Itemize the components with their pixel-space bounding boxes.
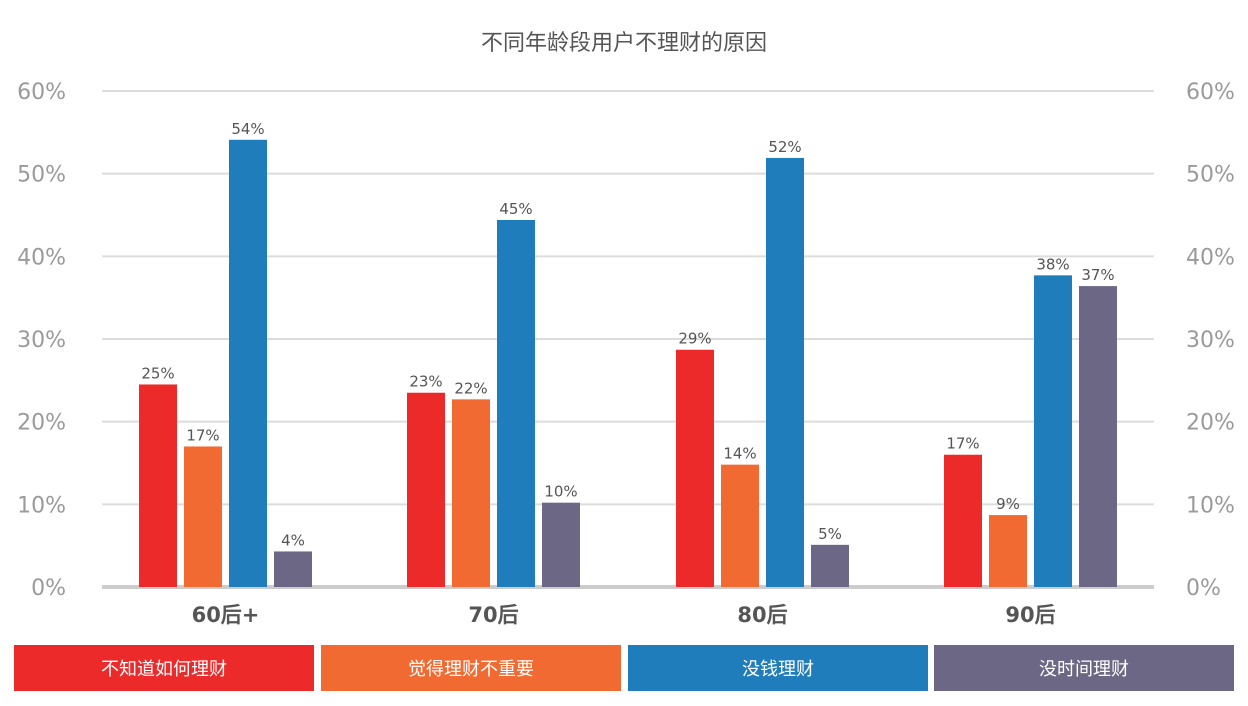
x-category-label: 90后 [1005,603,1055,627]
data-label: 5% [818,525,842,543]
bar [676,349,714,587]
data-label: 52% [768,138,801,156]
data-label: 38% [1036,255,1069,273]
bar [721,464,759,587]
data-label: 25% [141,364,174,382]
legend-swatch [934,645,1234,691]
legend-swatch [321,645,621,691]
x-category-label: 60后+ [192,603,260,627]
y-tick-label-right: 10% [1186,493,1235,518]
bar [989,515,1027,587]
y-tick-label-right: 30% [1186,328,1235,353]
bar [766,157,804,587]
bar [229,139,267,588]
legend: 不知道如何理财 觉得理财不重要 没钱理财 没时间理财 [14,645,1234,691]
data-label: 4% [281,531,305,549]
bar [274,551,312,587]
y-tick-label-right: 60% [1186,80,1235,105]
legend-swatch [628,645,928,691]
bar [407,392,445,587]
y-tick-label-left: 40% [17,245,66,270]
y-axis-right: 0% 10% 20% 30% 40% 50% 60% [1186,80,1235,601]
chart-title: 不同年龄段用户不理财的原因 [481,31,767,56]
data-label: 9% [996,495,1020,513]
bar [1079,286,1117,587]
y-tick-label-left: 20% [17,411,66,436]
data-label: 29% [678,330,711,348]
data-label: 23% [409,373,442,391]
y-tick-label-right: 50% [1186,163,1235,188]
data-label: 37% [1081,266,1114,284]
x-category-label: 70后 [468,603,518,627]
data-label: 14% [723,445,756,463]
y-tick-label-right: 0% [1186,576,1221,601]
bar [1034,275,1072,587]
x-category-label: 80后 [737,603,787,627]
y-tick-label-left: 30% [17,328,66,353]
bar [944,454,982,587]
legend-swatch [14,645,314,691]
y-tick-label-right: 40% [1186,245,1235,270]
bar [184,446,222,587]
bar [497,219,535,587]
bar [452,399,490,587]
bars [139,139,1117,588]
y-tick-label-left: 50% [17,163,66,188]
y-tick-label-left: 10% [17,493,66,518]
data-label: 45% [499,200,532,218]
y-axis-left: 0% 10% 20% 30% 40% 50% 60% [17,80,66,601]
data-label: 17% [186,426,219,444]
x-axis: 60后+ 70后 80后 90后 [192,603,1056,627]
bar [139,384,177,587]
y-tick-label-left: 0% [31,576,66,601]
y-tick-label-left: 60% [17,80,66,105]
data-labels: 25% 23% 29% 17% 17% 22% 14% 9% 54% 45% 52% 38% 4% 10%… [141,120,1114,550]
data-label: 22% [454,379,487,397]
y-tick-label-right: 20% [1186,411,1235,436]
legend-label: 没钱理财 [742,659,814,680]
legend-label: 觉得理财不重要 [408,659,534,680]
data-label: 10% [544,483,577,501]
legend-label: 没时间理财 [1039,659,1129,680]
legend-label: 不知道如何理财 [101,659,227,680]
bar [811,544,849,587]
bar [542,502,580,587]
data-label: 54% [231,120,264,138]
data-label: 17% [946,435,979,453]
